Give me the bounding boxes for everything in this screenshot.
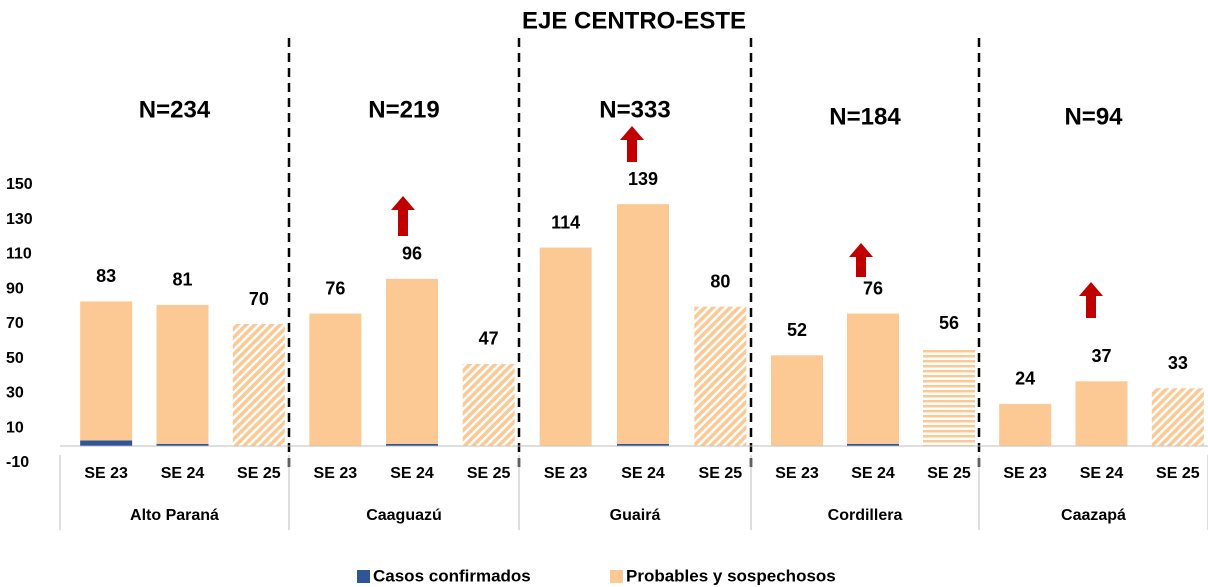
group-label: Guairá — [610, 507, 661, 524]
data-label: 80 — [710, 271, 730, 291]
group-total: N=184 — [829, 103, 901, 130]
data-label: 96 — [402, 244, 422, 264]
group-total: N=94 — [1064, 103, 1123, 130]
data-label: 70 — [249, 289, 269, 309]
bar-segment — [999, 403, 1052, 446]
x-tick-label: SE 24 — [621, 465, 665, 482]
data-label: 56 — [939, 313, 959, 333]
data-label: 114 — [551, 212, 580, 232]
x-tick-label: SE 24 — [1080, 465, 1124, 482]
bar-segment — [694, 306, 747, 446]
bar-segment — [386, 278, 438, 444]
x-tick-label: SE 24 — [851, 465, 895, 482]
data-label: 33 — [1168, 353, 1188, 373]
data-label: 24 — [1015, 369, 1035, 389]
group-total: N=333 — [599, 96, 670, 123]
group-label: Caaguazú — [366, 507, 442, 524]
axis-dividers — [59, 445, 1208, 530]
bar-segment — [462, 363, 515, 446]
legend-label: Casos confirmados — [373, 566, 531, 585]
group-label: Cordillera — [828, 507, 903, 524]
y-tick-label: 110 — [6, 246, 32, 263]
bar-segment — [386, 443, 438, 446]
data-label: 81 — [172, 270, 192, 290]
data-label: 37 — [1091, 346, 1111, 366]
group-total: N=234 — [139, 96, 211, 123]
y-tick-label: 130 — [6, 211, 33, 228]
bar-segment — [771, 355, 823, 446]
arrows — [391, 126, 1103, 318]
bar-segment — [1075, 381, 1128, 446]
bar-segment — [80, 301, 133, 441]
y-tick-label: 70 — [6, 315, 24, 332]
data-label: 76 — [863, 278, 883, 298]
y-tick-label: 50 — [6, 350, 24, 367]
chart-title: EJE CENTRO-ESTE — [522, 7, 746, 34]
bar-segment — [847, 313, 899, 444]
group-total: N=219 — [368, 96, 439, 123]
bar-segment — [539, 247, 592, 446]
data-label: 139 — [628, 169, 658, 189]
data-label: 52 — [787, 320, 807, 340]
x-tick-label: SE 24 — [390, 465, 434, 482]
bar-segment — [617, 443, 669, 446]
x-tick-label: SE 25 — [467, 465, 511, 482]
bar-segment — [156, 304, 209, 444]
group-label: Caazapá — [1061, 507, 1126, 524]
bar-segment — [617, 204, 669, 444]
x-tick-label: SE 24 — [161, 465, 205, 482]
y-tick-label: 90 — [6, 280, 24, 297]
data-label: 47 — [479, 329, 499, 349]
y-tick-label: -10 — [6, 454, 29, 471]
legend-swatch — [610, 570, 623, 583]
x-tick-label: SE 23 — [775, 465, 819, 482]
y-tick-label: 150 — [6, 176, 33, 193]
x-tick-label: SE 25 — [927, 465, 971, 482]
group-label: Alto Paraná — [130, 507, 219, 524]
bar-segment — [847, 443, 899, 446]
legend-label: Probables y sospechosos — [626, 566, 836, 585]
y-tick-label: 30 — [6, 385, 24, 402]
separators — [287, 38, 981, 470]
y-tick-label: 10 — [6, 419, 24, 436]
bar-segment — [923, 348, 975, 446]
x-tick-label: SE 23 — [314, 465, 358, 482]
bar-segment — [156, 443, 209, 446]
data-label: 83 — [96, 266, 116, 286]
bar-segment — [80, 440, 133, 446]
x-tick-label: SE 23 — [84, 465, 128, 482]
bar-segment — [1151, 388, 1204, 446]
x-tick-label: SE 25 — [699, 465, 743, 482]
x-tick-label: SE 23 — [544, 465, 588, 482]
x-tick-label: SE 25 — [237, 465, 281, 482]
x-tick-label: SE 25 — [1156, 465, 1200, 482]
legend-swatch — [357, 570, 370, 583]
data-label: 76 — [325, 278, 345, 298]
x-tick-label: SE 23 — [1003, 465, 1047, 482]
bar-segment — [309, 313, 362, 446]
bar-segment — [232, 324, 285, 446]
